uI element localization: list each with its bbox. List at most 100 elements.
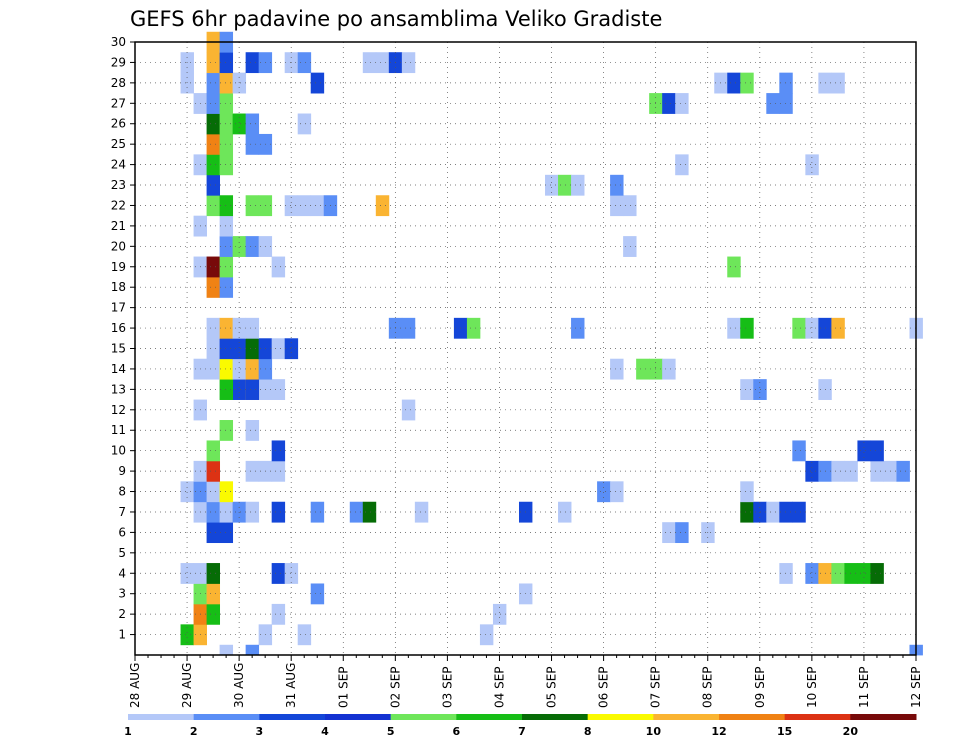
precip-cell (545, 174, 559, 196)
precip-cell (571, 174, 585, 196)
precip-cell (271, 501, 286, 523)
precip-cell (206, 133, 221, 155)
precip-cell (219, 338, 234, 360)
y-tick-label: 17 (111, 301, 126, 315)
precip-cell (245, 133, 260, 155)
precip-cell (219, 644, 234, 656)
precip-cell (206, 358, 221, 380)
x-tick-label: 03 SEP (440, 666, 454, 708)
precip-cell (219, 420, 234, 441)
colorbar-swatch (259, 714, 326, 720)
precip-cell (219, 501, 234, 523)
y-tick-label: 11 (111, 423, 126, 437)
y-tick-label: 18 (111, 280, 126, 294)
precip-cell (779, 93, 793, 114)
precip-cell (245, 317, 260, 339)
x-tick-label: 29 AUG (180, 663, 194, 708)
precip-cell (206, 72, 221, 94)
precip-cell (232, 379, 247, 400)
precip-cell (401, 52, 416, 74)
y-tick-label: 13 (111, 382, 126, 396)
precip-cell (349, 501, 364, 523)
precip-cell (727, 256, 741, 278)
precip-cell (245, 379, 260, 400)
y-tick-label: 5 (118, 546, 126, 560)
precip-cell (180, 563, 194, 584)
y-tick-label: 28 (111, 76, 126, 90)
precip-cell (610, 481, 624, 503)
precip-cell (206, 195, 221, 217)
colorbar-label: 5 (387, 725, 395, 738)
precip-cell (219, 52, 234, 74)
precip-cell (206, 93, 221, 114)
precip-cell (232, 338, 247, 360)
precip-cell (219, 236, 234, 257)
precip-cell (206, 276, 221, 298)
precip-cell (284, 563, 299, 584)
precip-cell (271, 603, 286, 625)
y-tick-label: 15 (111, 342, 126, 356)
precip-cell (206, 317, 221, 339)
precip-cell (310, 583, 325, 605)
precip-cell (284, 195, 299, 217)
colorbar-swatch (850, 714, 917, 720)
y-tick-label: 2 (118, 607, 126, 621)
precip-cell (245, 644, 260, 656)
colorbar-swatch (653, 714, 720, 720)
precip-cell (297, 624, 312, 646)
precip-cell (831, 317, 845, 339)
precip-cell (831, 460, 845, 482)
y-tick-label: 27 (111, 96, 126, 110)
precip-cell (206, 603, 221, 625)
precip-cell (310, 501, 325, 523)
precip-cell (271, 256, 286, 278)
precip-cell (219, 256, 234, 278)
precip-cell (831, 72, 845, 94)
precip-cell (245, 358, 260, 380)
precip-cell (571, 317, 585, 339)
precip-cell (219, 133, 234, 155)
precip-cell (245, 460, 260, 482)
x-tick-label: 02 SEP (388, 666, 402, 708)
precip-cell (844, 460, 858, 482)
precip-cell (375, 195, 390, 217)
colorbar-swatch (193, 714, 260, 720)
precip-cell (623, 236, 637, 257)
colorbar-label: 4 (321, 725, 329, 738)
precip-cell (206, 501, 221, 523)
y-tick-label: 23 (111, 178, 126, 192)
y-tick-label: 22 (111, 198, 126, 212)
precip-cell (232, 236, 247, 257)
precip-cell (675, 93, 689, 114)
precip-cell (844, 563, 858, 584)
colorbar-swatch (587, 714, 654, 720)
precip-cell (284, 338, 299, 360)
precip-cell (792, 317, 806, 339)
precip-cell (219, 195, 234, 217)
y-tick-label: 21 (111, 219, 126, 233)
precip-cell (740, 72, 754, 94)
precip-cell (219, 522, 234, 544)
precip-cell (727, 72, 741, 94)
precip-cell (206, 154, 221, 176)
y-tick-label: 24 (111, 158, 126, 172)
precip-cell (375, 52, 390, 74)
precip-cell (219, 358, 234, 380)
x-tick-label: 30 AUG (232, 663, 246, 708)
precip-cell (206, 481, 221, 503)
grid-lines (135, 42, 916, 655)
y-tick-label: 30 (111, 35, 126, 49)
precip-cell (675, 154, 689, 176)
precip-cell (597, 481, 611, 503)
precip-cell (219, 113, 234, 135)
colorbar-label: 12 (711, 725, 726, 738)
precip-cell (219, 154, 234, 176)
precip-cell (805, 317, 819, 339)
precip-cell (245, 501, 260, 523)
y-tick-label: 9 (118, 464, 126, 478)
y-tick-label: 19 (111, 260, 126, 274)
precip-cell (245, 195, 260, 217)
precip-cell (180, 72, 194, 94)
precip-cell (206, 338, 221, 360)
precip-cell (636, 358, 650, 380)
